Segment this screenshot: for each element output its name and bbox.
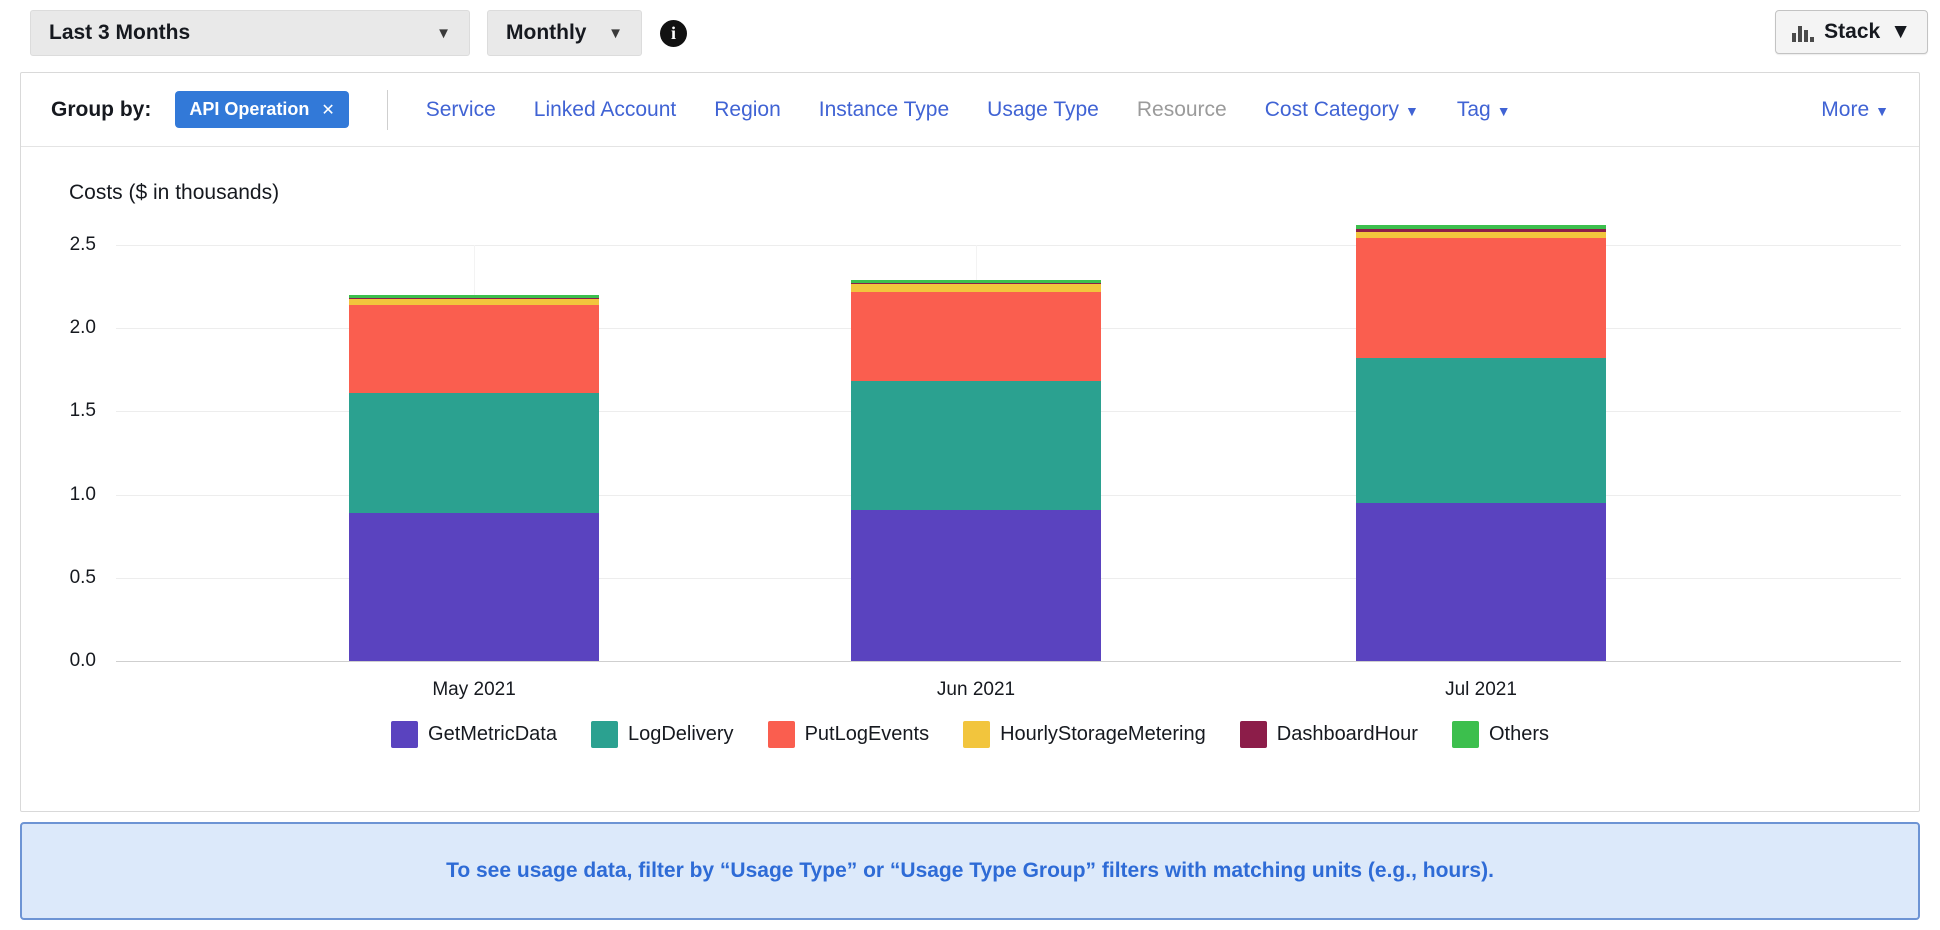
bar-segment-putlogevents[interactable] <box>1355 238 1606 359</box>
group-by-link-region[interactable]: Region <box>714 97 781 121</box>
group-by-label: Group by: <box>51 97 152 121</box>
group-by-links: Service Linked Account Region Instance Type… <box>426 98 1511 122</box>
info-glyph: i <box>670 23 676 43</box>
group-by-bar: Group by: API Operation ✕ Service Linked … <box>21 73 1919 147</box>
bar-segment-others[interactable] <box>1355 225 1606 230</box>
chip-label: API Operation <box>189 99 310 119</box>
legend-item-others[interactable]: Others <box>1451 721 1549 748</box>
y-axis-tick-label: 1.0 <box>69 483 96 505</box>
legend-item-putlogevents[interactable]: PutLogEvents <box>767 721 930 748</box>
x-axis-label: Jun 2021 <box>936 679 1016 700</box>
chart-legend: GetMetricData LogDelivery PutLogEvents Hour… <box>21 721 1919 748</box>
chevron-down-icon: ▼ <box>1404 102 1419 119</box>
bar-segment-putlogevents[interactable] <box>349 304 600 394</box>
gridline <box>116 661 1901 662</box>
bar-segment-hourlystoragemetering[interactable] <box>349 299 600 305</box>
legend-label: PutLogEvents <box>804 723 930 745</box>
chart-title: Costs ($ in thousands) <box>69 181 280 204</box>
bar-segment-hourlystoragemetering[interactable] <box>851 284 1101 292</box>
stacked-bar-chart: 0.0 0.5 1.0 1.5 2.0 2.5 May 2021 Jun 2021 Jul 20… <box>70 225 1901 700</box>
bar-segment-hourlystoragemetering[interactable] <box>1355 231 1606 239</box>
bar-segment-dashboardhour[interactable] <box>349 298 600 300</box>
bar-segment-others[interactable] <box>349 294 600 299</box>
legend-item-getmetricdata[interactable]: GetMetricData <box>391 721 557 748</box>
group-by-link-linked-account[interactable]: Linked Account <box>533 97 677 121</box>
bar-segment-dashboardhour[interactable] <box>851 283 1101 285</box>
legend-swatch <box>1451 721 1479 748</box>
top-toolbar: Last 3 Months ▼ Monthly ▼ i Stack ▼ <box>0 0 1940 64</box>
y-axis-tick-label: 0.5 <box>69 566 96 588</box>
legend-item-dashboardhour[interactable]: DashboardHour <box>1239 721 1418 748</box>
granularity-dropdown[interactable]: Monthly ▼ <box>487 10 642 56</box>
chart-style-value: Stack <box>1824 20 1881 43</box>
bar-segment-getmetricdata[interactable] <box>349 512 600 661</box>
chevron-down-icon: ▼ <box>1890 20 1911 43</box>
y-axis-tick-label: 2.5 <box>69 234 96 255</box>
legend-swatch <box>1239 721 1267 748</box>
info-icon[interactable]: i <box>660 20 687 47</box>
chevron-down-icon: ▼ <box>608 24 623 42</box>
legend-item-hourlystoragemetering[interactable]: HourlyStorageMetering <box>963 721 1206 748</box>
legend-label: GetMetricData <box>428 723 557 745</box>
bar-chart-icon <box>1792 22 1815 42</box>
close-icon[interactable]: ✕ <box>321 101 335 119</box>
more-label: More <box>1821 97 1870 121</box>
bar-segment-logdelivery[interactable] <box>349 393 600 513</box>
stacked-bar-may-2021 <box>349 294 600 661</box>
usage-info-banner: To see usage data, filter by “Usage Type… <box>20 822 1920 920</box>
bar-segment-dashboardhour[interactable] <box>1355 229 1606 232</box>
stacked-bar-jul-2021 <box>1355 225 1606 661</box>
bar-segment-logdelivery[interactable] <box>1355 358 1606 503</box>
legend-label: HourlyStorageMetering <box>1000 723 1206 745</box>
y-axis-tick-label: 1.5 <box>69 400 96 422</box>
legend-swatch <box>391 721 419 748</box>
granularity-value: Monthly <box>506 21 587 44</box>
legend-swatch <box>590 721 618 748</box>
legend-item-logdelivery[interactable]: LogDelivery <box>590 721 734 748</box>
bar-segment-putlogevents[interactable] <box>851 291 1101 382</box>
y-axis-tick-label: 2.0 <box>69 317 96 339</box>
legend-label: LogDelivery <box>627 723 734 745</box>
group-by-link-instance-type[interactable]: Instance Type <box>818 97 950 121</box>
group-by-more-link[interactable]: More ▼ <box>1821 98 1889 122</box>
chevron-down-icon: ▼ <box>1496 102 1511 119</box>
bar-segment-logdelivery[interactable] <box>851 381 1101 510</box>
y-axis-tick-label: 0.0 <box>69 650 96 671</box>
legend-swatch <box>767 721 795 748</box>
group-by-link-tag[interactable]: Tag ▼ <box>1456 97 1511 121</box>
group-by-chip-api-operation[interactable]: API Operation ✕ <box>175 91 349 128</box>
group-by-link-usage-type[interactable]: Usage Type <box>987 97 1099 121</box>
date-range-value: Last 3 Months <box>49 21 191 44</box>
legend-label: DashboardHour <box>1276 723 1418 745</box>
bar-segment-others[interactable] <box>851 279 1101 284</box>
date-range-dropdown[interactable]: Last 3 Months ▼ <box>30 10 470 56</box>
divider <box>386 89 388 130</box>
bar-segment-getmetricdata[interactable] <box>851 509 1101 661</box>
x-axis-label: Jul 2021 <box>1445 679 1517 700</box>
chart-style-dropdown[interactable]: Stack ▼ <box>1775 10 1928 54</box>
group-by-link-service[interactable]: Service <box>425 97 496 121</box>
cost-explorer-panel: Group by: API Operation ✕ Service Linked … <box>20 72 1920 812</box>
group-by-link-resource: Resource <box>1136 97 1227 121</box>
bar-segment-getmetricdata[interactable] <box>1355 502 1606 661</box>
stacked-bar-jun-2021 <box>851 279 1101 661</box>
gridline <box>116 245 1901 246</box>
chevron-down-icon: ▼ <box>1875 102 1889 119</box>
chevron-down-icon: ▼ <box>436 24 451 42</box>
group-by-link-cost-category[interactable]: Cost Category ▼ <box>1264 97 1419 121</box>
x-axis-label: May 2021 <box>432 679 516 700</box>
usage-info-text: To see usage data, filter by “Usage Type… <box>446 859 1494 882</box>
legend-label: Others <box>1488 723 1549 745</box>
legend-swatch <box>963 721 991 748</box>
